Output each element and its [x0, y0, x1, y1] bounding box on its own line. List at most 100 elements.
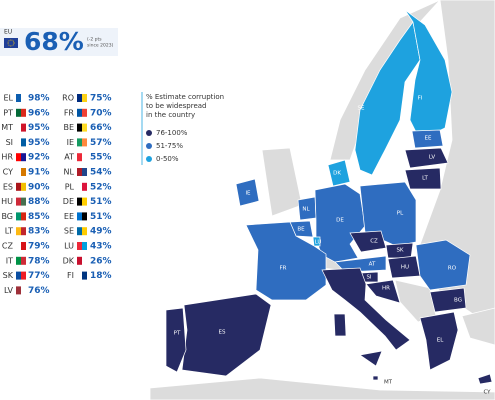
island — [359, 350, 383, 367]
flag — [82, 123, 87, 132]
country-code: EE — [64, 212, 74, 221]
flag — [16, 94, 21, 102]
country-value: 78% — [28, 256, 50, 266]
flag — [16, 212, 21, 221]
country-region — [354, 21, 421, 176]
flag — [16, 138, 21, 147]
flag — [16, 168, 21, 176]
country-value: 98% — [28, 94, 50, 104]
country-label: LV — [429, 155, 435, 161]
country-code: AT — [64, 153, 74, 162]
flag — [82, 182, 87, 191]
country-value: 79% — [28, 242, 50, 252]
country-list: EL 98% PT 96% MT 95% SI 95% HR 92% CY 91% ES 90% HU 88%… — [1, 94, 111, 296]
legend-swatch — [146, 130, 152, 136]
flag — [21, 212, 26, 221]
country-value: 57% — [90, 138, 112, 148]
flag — [21, 286, 26, 295]
land — [261, 147, 303, 217]
flag — [82, 271, 87, 280]
flag — [21, 242, 26, 250]
flag — [77, 182, 82, 191]
country-label: BE — [297, 227, 305, 233]
eu-label: EU — [4, 29, 12, 36]
flag — [16, 197, 21, 206]
eu-stars — [7, 39, 15, 47]
flag — [16, 286, 21, 295]
legend-title: to be widespread — [146, 102, 207, 110]
country-code: BE — [63, 123, 74, 132]
flag — [77, 94, 82, 102]
flag — [16, 242, 21, 250]
country-value: 75% — [90, 94, 112, 104]
flag — [77, 153, 82, 162]
flag — [77, 108, 82, 117]
country-region — [365, 279, 401, 304]
flag — [77, 271, 82, 280]
country-code: FI — [67, 271, 74, 280]
flag — [77, 256, 82, 265]
country-label: SI — [366, 275, 371, 281]
flag — [21, 153, 26, 162]
country-region — [327, 159, 351, 187]
country-region — [245, 221, 327, 301]
country-value: 55% — [90, 153, 112, 163]
country-region — [372, 375, 379, 381]
country-region — [321, 267, 411, 351]
legend-label: 0-50% — [156, 155, 179, 163]
eu-value: 68% — [24, 27, 84, 56]
country-code: HR — [1, 153, 13, 162]
eu-change: since 2023) — [87, 43, 114, 49]
country-region — [419, 311, 459, 371]
country-label: DE — [336, 218, 344, 224]
country-region — [415, 239, 471, 291]
flag — [16, 227, 21, 236]
country-label: CY — [483, 390, 491, 396]
country-value: 85% — [28, 212, 50, 222]
country-code: LV — [4, 286, 14, 295]
country-region — [181, 293, 272, 377]
flag — [21, 138, 26, 147]
eu-change: (-2 pts — [87, 37, 102, 43]
country-value: 95% — [28, 138, 50, 148]
country-code: PT — [3, 108, 13, 117]
country-code: FR — [64, 108, 75, 117]
country-value: 77% — [28, 271, 50, 281]
country-code: SE — [64, 227, 74, 236]
flag — [21, 227, 26, 236]
country-label: HU — [401, 265, 409, 271]
country-value: 88% — [28, 197, 50, 207]
flag — [77, 168, 82, 176]
country-value: 66% — [90, 123, 112, 133]
flag — [82, 242, 87, 250]
flag — [77, 227, 82, 236]
country-label: EE — [425, 136, 432, 142]
country-label: RO — [448, 266, 457, 272]
legend-label: 51-75% — [156, 142, 183, 150]
country-value: 26% — [90, 256, 112, 266]
flag — [82, 153, 87, 162]
legend-swatch — [146, 143, 152, 149]
country-code: BG — [1, 212, 13, 221]
country-code: DK — [63, 256, 75, 265]
country-value: 51% — [90, 197, 112, 207]
flag — [16, 271, 21, 280]
land — [149, 377, 495, 400]
map: SE FI EE LV LT DK IE NL DE PL BE LU FR CZ SK AT HU SI HR RO… — [165, 9, 493, 396]
flag — [82, 227, 87, 236]
flag — [77, 138, 82, 147]
country-region — [477, 373, 493, 385]
country-code: CZ — [2, 242, 14, 251]
country-code: LU — [64, 242, 74, 251]
country-value: 92% — [28, 153, 50, 163]
country-value: 96% — [28, 108, 50, 118]
country-value: 49% — [90, 227, 112, 237]
country-label: BG — [454, 298, 462, 304]
country-code: HU — [1, 197, 13, 206]
country-label: IE — [245, 191, 251, 197]
country-label: DK — [333, 171, 341, 177]
flag — [82, 94, 87, 102]
legend-title: % Estimate corruption — [146, 93, 224, 101]
country-value: 52% — [90, 182, 112, 192]
country-code: RO — [62, 94, 74, 103]
